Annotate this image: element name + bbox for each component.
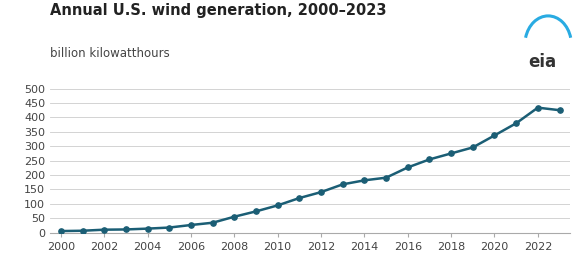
Text: billion kilowatthours: billion kilowatthours	[50, 47, 170, 60]
Text: Annual U.S. wind generation, 2000–2023: Annual U.S. wind generation, 2000–2023	[50, 3, 386, 18]
Text: eia: eia	[529, 53, 557, 71]
